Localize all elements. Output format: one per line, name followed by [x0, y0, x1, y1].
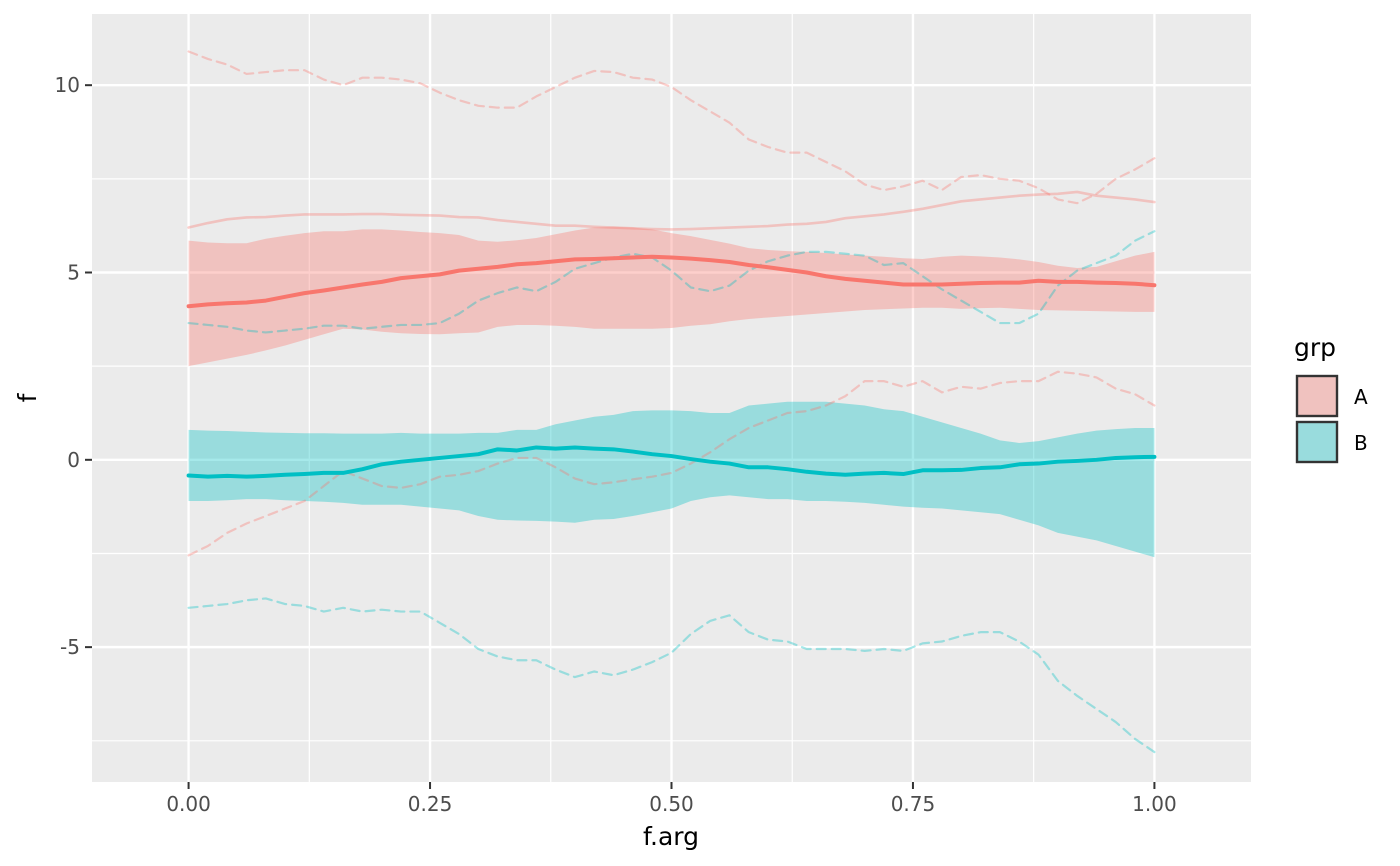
legend-label-A: A [1354, 385, 1368, 409]
ribbon-A [188, 226, 1155, 367]
legend-label-B: B [1354, 431, 1368, 455]
x-tick-label: 0.25 [408, 792, 453, 816]
y-tick-label: -5 [60, 635, 80, 659]
x-tick-label: 0.75 [891, 792, 936, 816]
legend-key-B [1295, 420, 1339, 464]
dashed-upper-line-A [187, 50, 1156, 205]
x-axis-title: f.arg [643, 822, 699, 851]
y-axis-title: f [13, 392, 42, 402]
legend-key-A [1295, 374, 1339, 418]
legend-key-background [1296, 375, 1338, 417]
dashed-upper-line-B [187, 230, 1156, 334]
outer-line-A [187, 190, 1156, 231]
x-tick-label: 0.00 [166, 792, 211, 816]
y-axis: -5 0 5 10 [55, 73, 92, 659]
y-tick-label: 10 [55, 73, 80, 97]
line-layer [186, 50, 1157, 754]
y-tick-label: 5 [67, 260, 80, 284]
legend: grp AB [1294, 333, 1368, 464]
mean-line-B [186, 445, 1157, 479]
x-tick-label: 0.50 [649, 792, 694, 816]
ribbon-B [188, 401, 1155, 558]
x-axis: 0.00 0.25 0.50 0.75 1.00 [166, 782, 1177, 816]
legend-key-background [1296, 421, 1338, 463]
y-tick-label: 0 [67, 448, 80, 472]
dashed-lower-line-B [187, 597, 1156, 754]
legend-title: grp [1294, 333, 1336, 362]
mean-line-A [186, 254, 1157, 309]
x-tick-label: 1.00 [1132, 792, 1177, 816]
major-gridlines [92, 14, 1251, 782]
ribbon-layer [188, 226, 1155, 558]
legend-entries: AB [1295, 374, 1368, 464]
